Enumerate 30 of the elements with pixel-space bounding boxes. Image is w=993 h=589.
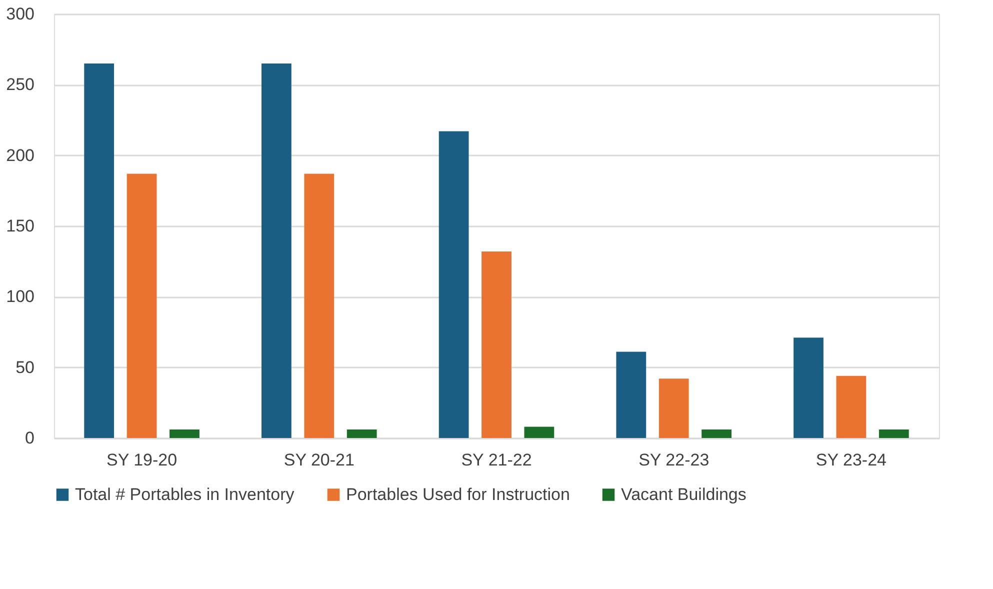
bar bbox=[482, 251, 512, 438]
bar bbox=[438, 131, 469, 438]
bar bbox=[84, 63, 114, 438]
x-tick-label: SY 20-21 bbox=[284, 450, 354, 470]
bar bbox=[304, 174, 334, 438]
bar bbox=[702, 430, 732, 438]
y-tick-label: 300 bbox=[6, 4, 34, 24]
y-tick-label: 0 bbox=[25, 428, 34, 448]
y-tick-label: 200 bbox=[6, 146, 34, 165]
legend-label: Vacant Buildings bbox=[621, 484, 746, 504]
y-tick-label: 150 bbox=[6, 216, 34, 236]
legend-label: Total # Portables in Inventory bbox=[75, 484, 295, 504]
bar bbox=[262, 63, 292, 438]
y-tick-label: 250 bbox=[6, 75, 34, 94]
bar bbox=[616, 352, 646, 438]
bar bbox=[126, 174, 157, 438]
bar bbox=[346, 430, 377, 438]
bar bbox=[524, 426, 554, 438]
bar bbox=[836, 376, 866, 438]
bar bbox=[658, 378, 689, 438]
x-tick-label: SY 21-22 bbox=[461, 450, 532, 470]
bar bbox=[878, 430, 909, 438]
x-tick-label: SY 23-24 bbox=[816, 450, 886, 470]
bar bbox=[170, 430, 200, 438]
x-tick-label: SY 22-23 bbox=[638, 450, 710, 470]
legend-label: Portables Used for Instruction bbox=[346, 484, 570, 504]
y-tick-label: 50 bbox=[16, 358, 34, 377]
x-tick-label: SY 19-20 bbox=[106, 450, 178, 470]
y-tick-label: 100 bbox=[6, 287, 34, 306]
bar bbox=[794, 338, 824, 438]
